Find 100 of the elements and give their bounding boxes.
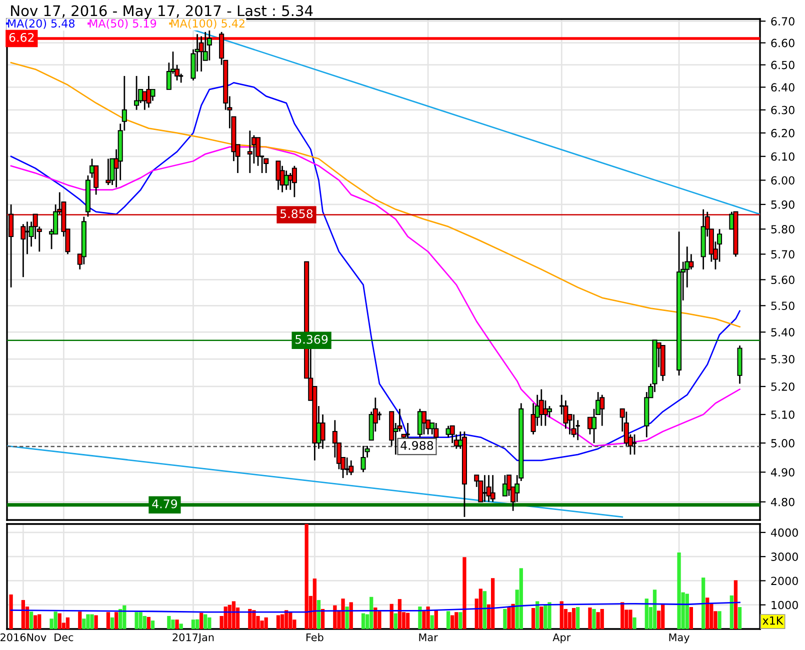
ref-line-label: 5.369: [296, 334, 328, 344]
candlestick: [106, 158, 111, 186]
y-tick-label: 5.80: [771, 225, 794, 234]
bar: [661, 604, 665, 629]
bar: [644, 598, 648, 629]
y-tick-label: 2000: [771, 576, 798, 586]
candlestick: [502, 474, 508, 497]
candlestick: [20, 223, 26, 278]
bar: [224, 606, 228, 629]
candlestick: [247, 130, 252, 174]
bar: [544, 604, 548, 629]
candlestick: [688, 253, 694, 270]
ref-line-label: 5.858: [280, 209, 313, 218]
bar: [86, 614, 90, 629]
bar: [146, 616, 151, 629]
bar: [482, 591, 487, 629]
y-tick-label: 5.40: [771, 328, 794, 336]
bar: [134, 612, 138, 629]
y-tick-label: 6.30: [771, 106, 794, 114]
bar: [138, 612, 142, 629]
bar: [114, 612, 118, 629]
bar: [576, 607, 580, 629]
bar: [418, 606, 422, 629]
bar: [94, 615, 98, 629]
y-tick-label: 6.00: [771, 176, 794, 185]
bar: [560, 601, 564, 629]
bar: [142, 616, 146, 629]
bar: [462, 557, 466, 629]
bar: [264, 617, 268, 629]
candlestick: [571, 414, 576, 438]
bar: [54, 612, 58, 629]
bar: [345, 606, 349, 629]
candlestick: [264, 158, 269, 174]
y-tick-label: 6.60: [771, 38, 794, 48]
bar: [738, 607, 742, 629]
chart-title: Nov 17, 2016 - May 17, 2017 - Last : 5.34: [11, 5, 313, 20]
candlestick: [421, 410, 426, 436]
y-tick-label: 5.00: [771, 439, 794, 448]
x-tick-label: Mar: [419, 633, 438, 642]
x-tick-label: Dec: [54, 633, 74, 642]
bar: [312, 578, 316, 629]
y-tick-label: 1000: [772, 600, 798, 610]
bar: [361, 613, 366, 629]
bar: [507, 607, 511, 629]
candlestick: [538, 388, 544, 427]
candlestick: [490, 474, 496, 503]
line-series: [10, 82, 740, 462]
bar: [426, 606, 430, 629]
ref-line-label: 4.79: [152, 499, 178, 508]
candlestick: [486, 474, 492, 503]
bar: [29, 612, 34, 629]
candlestick: [255, 136, 261, 167]
candlestick: [134, 75, 140, 111]
bar: [78, 612, 82, 629]
y-tick-label: 6.20: [771, 128, 794, 138]
bar: [730, 595, 734, 629]
bar: [454, 612, 458, 629]
y-tick-label: 5.30: [771, 355, 794, 364]
bar: [450, 615, 454, 629]
bar: [66, 617, 70, 629]
y-tick-label: 5.20: [771, 382, 794, 391]
bar: [90, 614, 94, 629]
x-tick-label: Feb: [306, 633, 324, 642]
bar: [341, 598, 345, 629]
bar: [38, 614, 42, 629]
bar: [167, 616, 171, 629]
bar: [632, 617, 636, 629]
legend-label: MA(50) 5.19: [90, 19, 156, 29]
bar: [434, 610, 438, 629]
bar: [503, 608, 507, 629]
bar: [406, 612, 410, 629]
bar: [398, 599, 402, 629]
bar: [677, 552, 681, 629]
bar: [458, 612, 462, 629]
bar: [195, 619, 200, 629]
candlestick: [276, 160, 281, 191]
bar: [519, 568, 523, 629]
y-tick-label: 4000: [770, 528, 798, 537]
candlestick: [206, 29, 212, 62]
y-tick-label: 5.50: [771, 302, 794, 310]
bar: [304, 524, 308, 629]
bar: [378, 610, 382, 629]
bar: [252, 610, 256, 629]
candlestick: [542, 400, 548, 427]
bar: [548, 602, 552, 629]
candlestick: [546, 405, 552, 418]
bar: [106, 612, 110, 629]
bar: [9, 594, 13, 629]
y-tick-label: 6.40: [771, 83, 794, 92]
bar: [689, 607, 693, 629]
bar: [390, 604, 394, 629]
y-tick-label: 6.70: [771, 17, 794, 26]
bar: [592, 608, 596, 629]
legend-label: MA(100) 5.42: [171, 19, 244, 29]
bar: [82, 618, 86, 629]
bar: [734, 580, 738, 629]
line-series: [10, 62, 740, 328]
y-tick-label: 5.70: [771, 250, 794, 259]
x-tick-label: May: [669, 633, 690, 644]
candlestick: [198, 36, 204, 72]
